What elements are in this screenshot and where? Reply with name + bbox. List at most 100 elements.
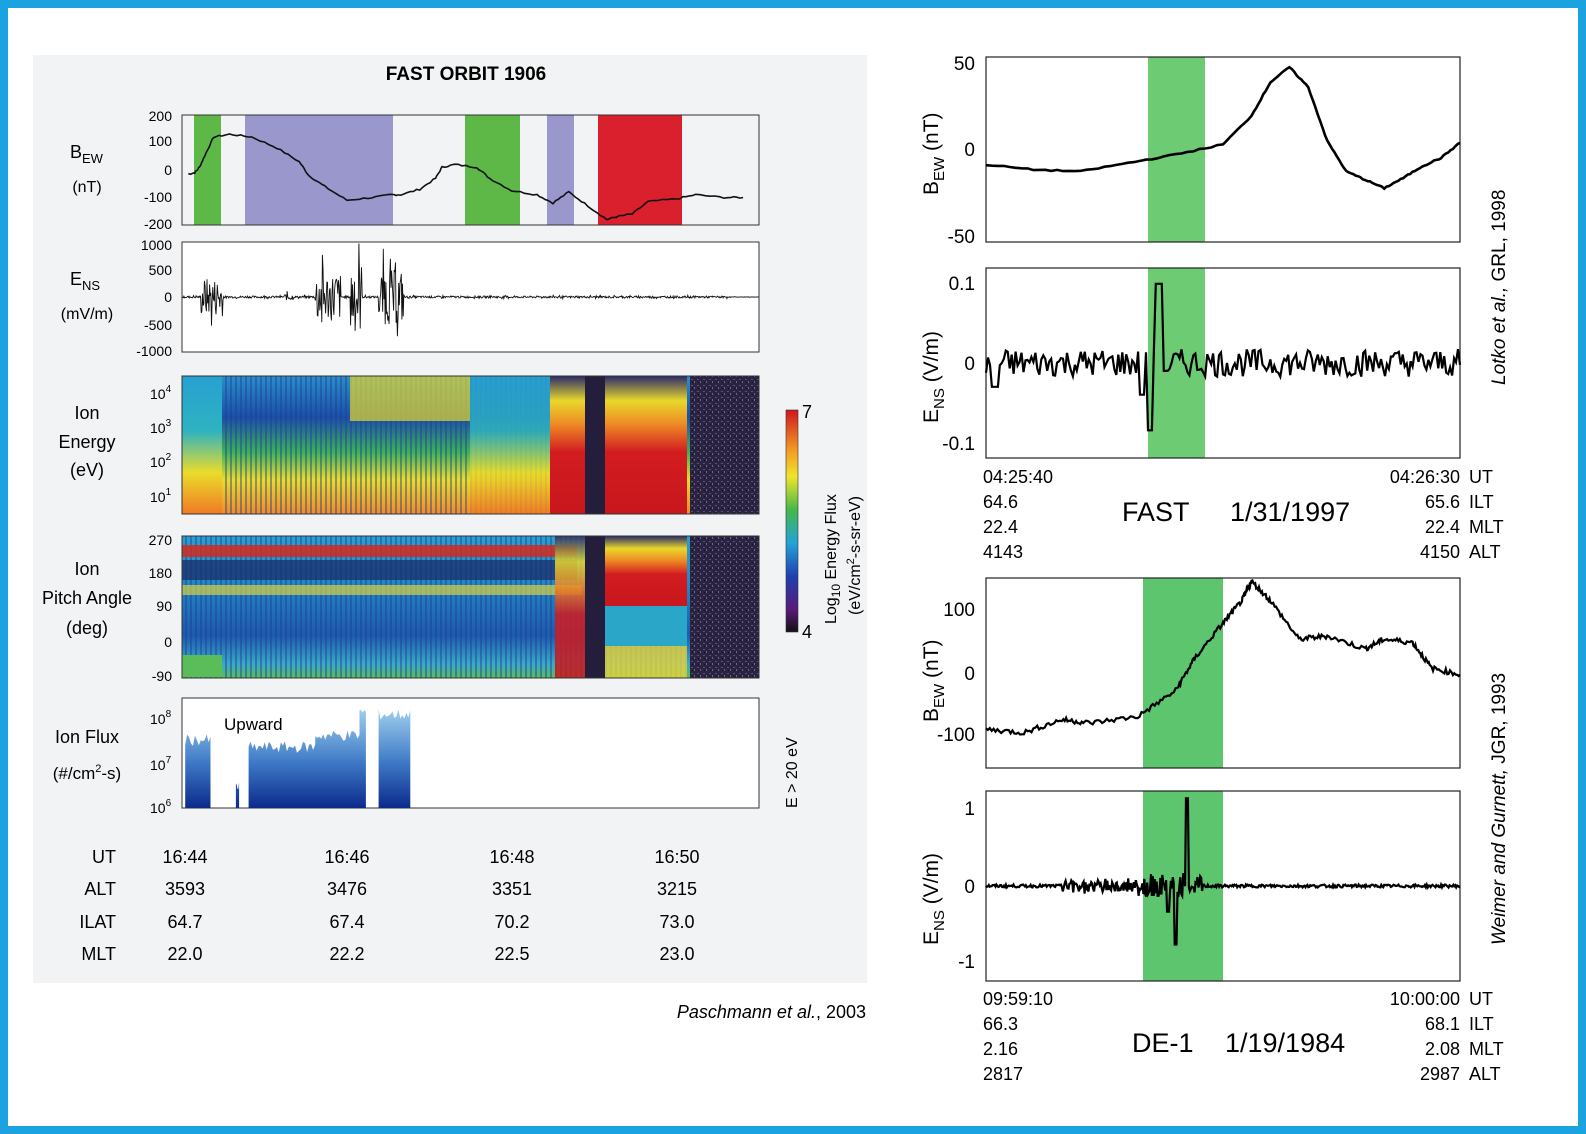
- ephem-cell: 16:50: [654, 847, 699, 867]
- de1-figure: 100 0 -100 BEW (nT) 1 0 -1 ENS (V/m) 09:…: [920, 577, 1510, 1084]
- energy-label-2: Energy: [58, 432, 115, 452]
- flux-label-1: Ion Flux: [55, 727, 119, 747]
- bew-trace: [188, 133, 744, 221]
- flux-area: [185, 708, 411, 808]
- energy-region-1: [182, 376, 222, 514]
- shade-purple-1: [245, 115, 393, 225]
- de1-time-end: 10:00:00: [1390, 989, 1460, 1009]
- de1-right-name: UT: [1469, 989, 1493, 1009]
- panel-pitch-angle: Ion Pitch Angle (deg) 270 180 90 0 -90: [42, 532, 760, 684]
- ephem-cell: 73.0: [659, 912, 694, 932]
- pitch-tick: 180: [149, 565, 173, 581]
- de1-bew-trace: [985, 578, 1461, 736]
- ephem-cell: 67.4: [329, 912, 364, 932]
- de1-mission: DE-1: [1132, 1028, 1194, 1058]
- bew-tick: 200: [149, 108, 173, 124]
- ens-tick: 0: [164, 289, 172, 305]
- energy-gap: [585, 376, 605, 514]
- pitch-band-dark: [182, 560, 577, 580]
- ens-tick: 1000: [141, 237, 172, 253]
- colorbar-max: 7: [802, 402, 812, 422]
- fast-citation: Lotko et al., GRL, 1998: [1489, 190, 1510, 385]
- de1-time-start: 09:59:10: [983, 989, 1053, 1009]
- shade-red: [598, 115, 682, 225]
- pitch-label-3: (deg): [66, 618, 108, 638]
- ephem-row-name: MLT: [81, 944, 116, 964]
- energy-tick: 104: [150, 384, 172, 402]
- fast-bew-tick: 50: [954, 54, 975, 75]
- pitch-band-yellow: [182, 585, 582, 595]
- fast-right-val: 22.4: [1425, 517, 1460, 537]
- de1-bew-shade: [1143, 578, 1223, 768]
- ephem-cell: 22.0: [167, 944, 202, 964]
- fast-right-val: 4150: [1420, 542, 1460, 562]
- de1-bew-tick: 0: [964, 664, 975, 685]
- ephemeris-table: UT ALT ILAT MLT 16:44 16:46 16:48 16:50 …: [79, 847, 699, 964]
- de1-ens-tick: -1: [958, 952, 975, 973]
- fast-mission: FAST: [1122, 497, 1190, 527]
- ens-tick: 500: [149, 262, 173, 278]
- ephem-cell: 3215: [657, 879, 697, 899]
- ens-axis-unit: (mV/m): [61, 306, 113, 323]
- panel-ens: ENS (mV/m) 1000 500 0 -500 -1000: [61, 237, 760, 359]
- flux-tick: 108: [150, 709, 172, 727]
- fast-right-name: UT: [1469, 467, 1493, 487]
- pitch-tick: 0: [164, 634, 172, 650]
- pitch-tick: -90: [152, 668, 172, 684]
- fast-time-start: 04:25:40: [983, 467, 1053, 487]
- de1-ens-tick: 0: [964, 877, 975, 898]
- colorbar-gradient: [785, 409, 799, 633]
- panel-ion-energy: Ion Energy (eV) 104 103 102 101: [58, 375, 760, 515]
- bew-tick: -100: [144, 189, 172, 205]
- de1-left-val: 2817: [983, 1064, 1023, 1084]
- bew-axis-label: BEW: [70, 142, 104, 166]
- left-figure-title: FAST ORBIT 1906: [386, 64, 547, 85]
- energy-region-4: [550, 376, 585, 514]
- ens-trace: [181, 243, 760, 337]
- ephem-row-name: ILAT: [79, 912, 116, 932]
- fast-left-val: 4143: [983, 542, 1023, 562]
- de1-right-name: ALT: [1469, 1064, 1501, 1084]
- pitch-noise: [690, 536, 759, 678]
- energy-tick: 102: [150, 452, 172, 470]
- pitch-axes-frame: [181, 535, 760, 679]
- energy-tick: 101: [150, 487, 172, 505]
- ens-axis-label: ENS: [70, 269, 100, 293]
- fast-right-name: MLT: [1469, 517, 1504, 537]
- shade-purple-2: [547, 115, 574, 225]
- flux-annotation: Upward: [224, 715, 283, 734]
- bew-tick: 0: [164, 162, 172, 178]
- de1-left-val: 66.3: [983, 1014, 1018, 1034]
- fast-date: 1/31/1997: [1230, 497, 1350, 527]
- fast-bew-tick: -50: [948, 227, 975, 248]
- pitch-region-hot: [555, 536, 585, 678]
- fast-right-val: 65.6: [1425, 492, 1460, 512]
- pitch-region-yellow: [605, 646, 687, 678]
- bew-axis-unit: (nT): [72, 179, 101, 196]
- left-citation: Paschmann et al., 2003: [677, 1002, 866, 1022]
- ephem-cell: 16:48: [489, 847, 534, 867]
- energy-label-3: (eV): [70, 460, 104, 480]
- ens-tick: -1000: [136, 343, 172, 359]
- fast-bew-tick: 0: [964, 140, 975, 161]
- ephem-cell: 16:46: [324, 847, 369, 867]
- de1-right-val: 2987: [1420, 1064, 1460, 1084]
- fast-bew-axis-label: BEW (nT): [920, 112, 948, 195]
- fast-right-name: ALT: [1469, 542, 1501, 562]
- fast-ens-axis-label: ENS (V/m): [920, 331, 948, 423]
- ephem-cell: 3351: [492, 879, 532, 899]
- fast-figure: 50 0 -50 BEW (nT) 0.1 0 -0.1 ENS (V/m) 0…: [920, 54, 1510, 562]
- energy-tick: 103: [150, 418, 172, 436]
- bew-tick: -200: [144, 216, 172, 232]
- de1-ens-axis-label: ENS (V/m): [920, 853, 948, 945]
- de1-right-val: 2.08: [1425, 1039, 1460, 1059]
- fast-ens-tick: 0.1: [949, 274, 975, 295]
- colorbar: 7 4 Log10 Energy Flux (eV/cm2-s-sr-eV): [785, 402, 864, 642]
- fast-ens-trace: [984, 282, 1462, 432]
- pitch-region-green: [182, 655, 222, 677]
- ephem-cell: 3476: [327, 879, 367, 899]
- pitch-tick: 90: [156, 598, 172, 614]
- de1-bew-axes: [985, 577, 1461, 769]
- energy-region-3: [470, 376, 550, 514]
